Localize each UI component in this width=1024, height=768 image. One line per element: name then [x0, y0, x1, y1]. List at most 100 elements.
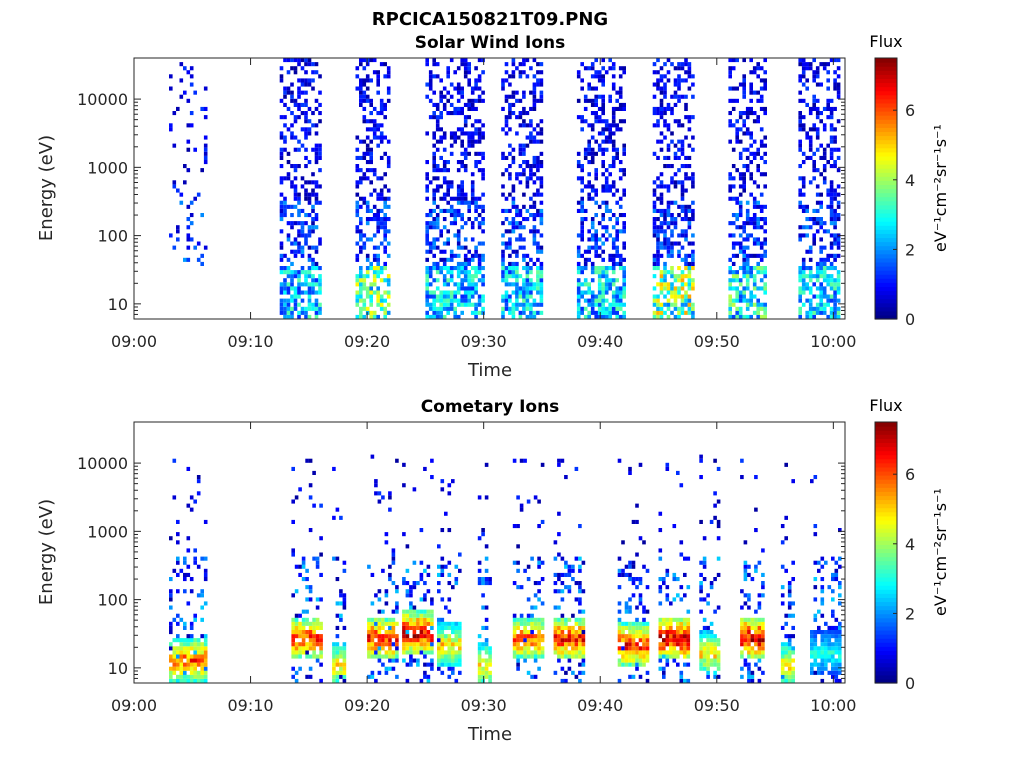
- spectrogram-cell: [749, 298, 753, 303]
- spectrogram-cell: [581, 630, 586, 635]
- spectrogram-cell: [504, 168, 509, 173]
- spectrogram-cell: [428, 290, 433, 295]
- spectrogram-cell: [432, 217, 436, 222]
- spectrogram-cell: [383, 306, 387, 311]
- spectrogram-cell: [564, 678, 568, 683]
- spectrogram-cell: [780, 678, 785, 683]
- spectrogram-cell: [460, 294, 464, 299]
- spectrogram-cell: [631, 621, 636, 626]
- spectrogram-cell: [624, 650, 629, 655]
- spectrogram-cell: [791, 560, 795, 565]
- spectrogram-cell: [670, 270, 674, 275]
- spectrogram-cell: [522, 106, 526, 111]
- spectrogram-cell: [481, 306, 485, 311]
- spectrogram-cell: [578, 556, 582, 561]
- spectrogram-cell: [747, 564, 751, 569]
- spectrogram-cell: [815, 66, 820, 71]
- spectrogram-cell: [412, 630, 417, 635]
- spectrogram-cell: [359, 176, 363, 181]
- spectrogram-cell: [656, 237, 660, 242]
- spectrogram-cell: [666, 253, 671, 258]
- spectrogram-cell: [430, 621, 434, 626]
- spectrogram-cell: [761, 654, 765, 659]
- spectrogram-cell: [621, 658, 625, 663]
- spectrogram-cell: [819, 310, 823, 315]
- spectrogram-cell: [680, 233, 685, 238]
- spectrogram-cell: [742, 286, 746, 291]
- spectrogram-cell: [530, 605, 534, 610]
- spectrogram-cell: [601, 257, 605, 262]
- spectrogram-cell: [594, 266, 598, 271]
- spectrogram-cell: [183, 670, 187, 675]
- spectrogram-cell: [451, 479, 455, 484]
- spectrogram-cell: [752, 253, 757, 258]
- spectrogram-cell: [440, 617, 445, 622]
- spectrogram-cell: [342, 658, 347, 663]
- spectrogram-cell: [564, 625, 568, 630]
- spectrogram-cell: [601, 310, 605, 315]
- spectrogram-cell: [308, 597, 313, 602]
- spectrogram-cell: [391, 654, 396, 659]
- spectrogram-cell: [515, 237, 519, 242]
- spectrogram-cell: [169, 597, 173, 602]
- spectrogram-cell: [293, 188, 298, 193]
- spectrogram-cell: [518, 164, 523, 169]
- spectrogram-cell: [728, 294, 732, 299]
- spectrogram-cell: [829, 188, 834, 193]
- spectrogram-cell: [676, 621, 680, 626]
- spectrogram-cell: [827, 625, 832, 630]
- spectrogram-cell: [815, 306, 820, 311]
- spectrogram-cell: [439, 302, 443, 307]
- spectrogram-cell: [388, 507, 392, 512]
- spectrogram-cell: [810, 479, 814, 484]
- spectrogram-cell: [525, 217, 530, 222]
- spectrogram-cell: [539, 151, 544, 156]
- spectrogram-cell: [749, 294, 753, 299]
- spectrogram-cell: [756, 314, 760, 319]
- spectrogram-cell: [409, 662, 413, 667]
- spectrogram-cell: [511, 270, 516, 275]
- spectrogram-cell: [540, 654, 545, 659]
- spectrogram-cell: [666, 213, 671, 218]
- spectrogram-cell: [467, 204, 471, 209]
- spectrogram-cell: [836, 282, 841, 287]
- spectrogram-cell: [757, 593, 762, 598]
- spectrogram-cell: [670, 221, 674, 226]
- spectrogram-cell: [186, 123, 191, 128]
- spectrogram-cell: [481, 123, 485, 128]
- spectrogram-cell: [428, 98, 433, 103]
- spectrogram-cell: [449, 102, 454, 107]
- spectrogram-cell: [529, 66, 533, 71]
- spectrogram-cell: [291, 519, 295, 524]
- spectrogram-cell: [522, 123, 526, 128]
- spectrogram-cell: [470, 302, 475, 307]
- spectrogram-cell: [372, 119, 377, 124]
- spectrogram-cell: [743, 662, 748, 667]
- colorbar-swatch: [875, 62, 897, 67]
- spectrogram-cell: [532, 282, 537, 287]
- spectrogram-cell: [665, 593, 670, 598]
- spectrogram-cell: [587, 151, 591, 156]
- spectrogram-cell: [622, 270, 626, 275]
- spectrogram-cell: [817, 560, 821, 565]
- spectrogram-cell: [304, 147, 308, 152]
- spectrogram-cell: [820, 678, 825, 683]
- spectrogram-cell: [812, 208, 816, 213]
- spectrogram-cell: [763, 253, 767, 258]
- spectrogram-cell: [196, 192, 201, 197]
- spectrogram-cell: [518, 70, 523, 75]
- spectrogram-cell: [203, 115, 208, 120]
- spectrogram-cell: [709, 638, 714, 643]
- spectrogram-cell: [405, 621, 410, 626]
- spectrogram-cell: [193, 662, 197, 667]
- spectrogram-cell: [384, 642, 389, 647]
- spectrogram-cell: [731, 314, 736, 319]
- spectrogram-cell: [186, 466, 191, 471]
- spectrogram-cell: [798, 192, 802, 197]
- spectrogram-cell: [740, 666, 744, 671]
- spectrogram-cell: [673, 82, 678, 87]
- spectrogram-cell: [314, 302, 319, 307]
- spectrogram-cell: [683, 593, 687, 598]
- spectrogram-cell: [791, 670, 795, 675]
- spectrogram-cell: [426, 621, 431, 626]
